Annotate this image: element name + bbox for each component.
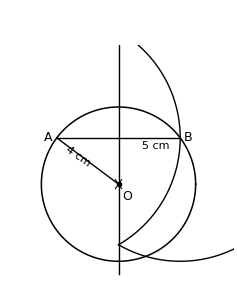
- Text: A: A: [44, 131, 52, 144]
- Text: O: O: [122, 190, 132, 202]
- Text: 5 cm: 5 cm: [142, 141, 169, 151]
- Text: 4 cm: 4 cm: [64, 144, 93, 168]
- Text: B: B: [184, 131, 193, 144]
